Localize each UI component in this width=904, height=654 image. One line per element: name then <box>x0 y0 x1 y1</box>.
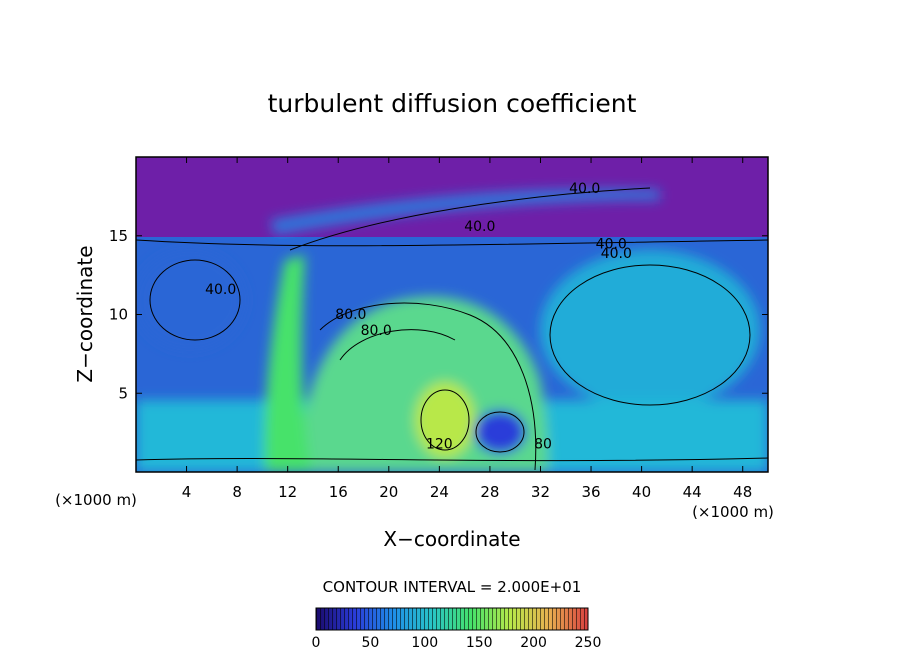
contour-lines <box>136 187 768 471</box>
contour-label: 120 <box>426 436 453 452</box>
x-tick-label: 28 <box>480 483 499 501</box>
contour-label: 40.0 <box>569 181 600 197</box>
x-tick-label: 20 <box>379 483 398 501</box>
y-tick-label: 10 <box>109 306 128 324</box>
colorbar-tick-label: 150 <box>466 635 493 651</box>
field-plume-core <box>415 382 475 458</box>
y-axis-title: Z−coordinate <box>73 245 97 382</box>
contour-label: 80.0 <box>361 323 392 339</box>
contour-line <box>136 457 768 462</box>
y-tick-label: 5 <box>118 384 128 402</box>
contour-label: 80.0 <box>335 307 366 323</box>
colorbar-hatch <box>316 608 588 630</box>
x-tick-label: 12 <box>278 483 297 501</box>
x-tick-label: 40 <box>632 483 651 501</box>
contour-interval-note: CONTOUR INTERVAL = 2.000E+01 <box>323 578 582 596</box>
x-tick-label: 32 <box>531 483 550 501</box>
x-tick-label: 36 <box>581 483 600 501</box>
contour-line <box>420 389 470 451</box>
x-tick-label: 48 <box>733 483 752 501</box>
contour-line <box>475 411 525 453</box>
field-right-vortex <box>540 250 760 410</box>
colorbar-tick-label: 50 <box>361 635 379 651</box>
y-axis-unit-label: (×1000 m) <box>55 491 137 509</box>
contour-label: 40.0 <box>464 219 495 235</box>
plot-area <box>136 157 768 472</box>
x-axis-title: X−coordinate <box>383 527 520 551</box>
x-axis: 4 8 12 16 20 24 28 32 36 40 44 48 <box>182 157 752 501</box>
colorbar-ticks: 0 50 100 150 200 250 <box>312 635 602 651</box>
contour-label: 80 <box>534 436 552 452</box>
colorbar <box>315 607 589 631</box>
contour-line <box>339 329 456 361</box>
x-tick-label: 8 <box>232 483 242 501</box>
x-tick-label: 44 <box>683 483 702 501</box>
colorbar-frame <box>315 607 589 631</box>
contour-label: 40.0 <box>205 282 236 298</box>
field-shear-band <box>270 189 660 235</box>
x-tick-label: 16 <box>329 483 348 501</box>
y-axis: 5 10 15 <box>109 227 768 402</box>
contour-line <box>549 264 751 406</box>
contour-line <box>319 302 537 471</box>
colorbar-tick-label: 200 <box>520 635 547 651</box>
x-tick-label: 24 <box>430 483 449 501</box>
x-tick-label: 4 <box>182 483 192 501</box>
contour-label: 40.0 <box>601 246 632 262</box>
y-tick-label: 15 <box>109 227 128 245</box>
contour-label: 40.0 <box>596 236 627 252</box>
chart-title: turbulent diffusion coefficient <box>268 89 637 118</box>
field-column <box>264 255 312 472</box>
contour-line <box>289 187 651 251</box>
contour-line <box>136 239 768 247</box>
field-left-vortex <box>136 250 245 350</box>
contour-line <box>149 259 241 341</box>
colorbar-tick-label: 250 <box>575 635 602 651</box>
x-axis-unit-label: (×1000 m) <box>692 503 774 521</box>
colorbar-tick-label: 100 <box>411 635 438 651</box>
field-core-eddy <box>474 410 526 454</box>
colorbar-tick-label: 0 <box>312 635 321 651</box>
